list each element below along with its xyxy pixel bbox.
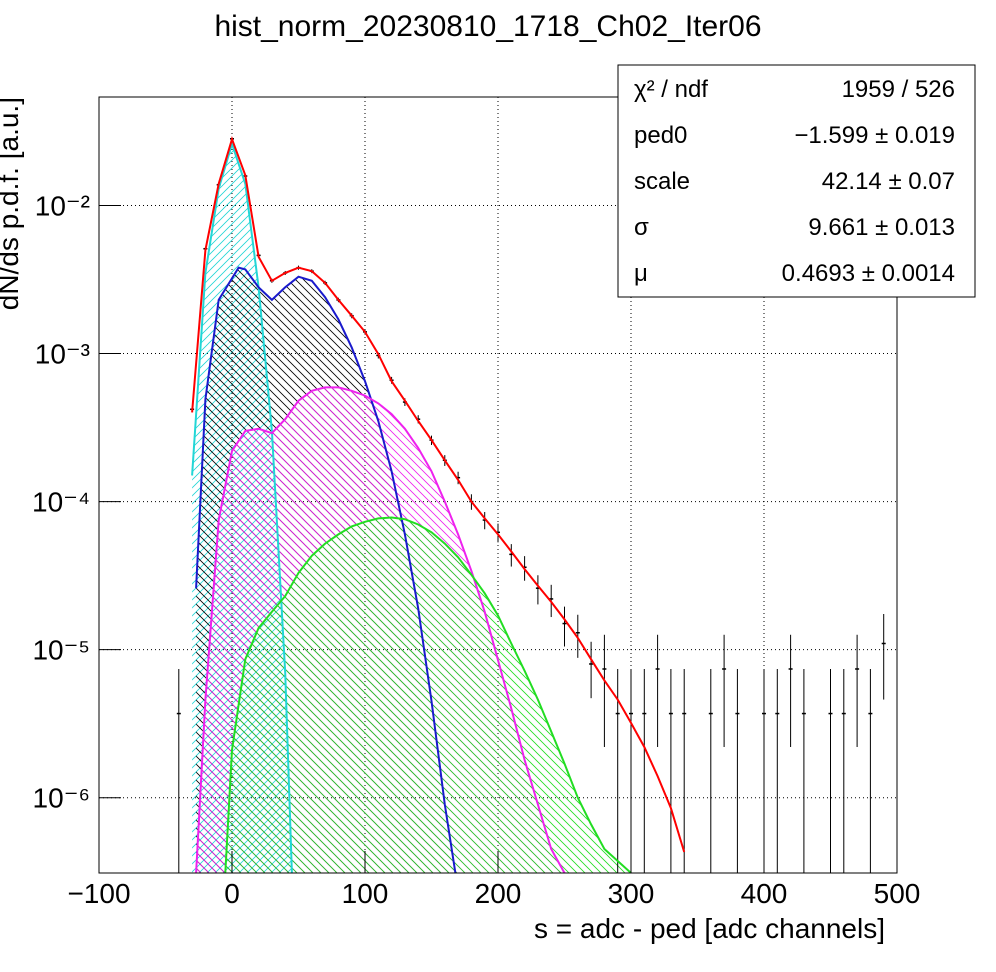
y-tick-label: 10⁻² — [35, 190, 90, 221]
stats-box: χ² / ndf 1959 / 526 ped0 −1.599 ± 0.019 scal… — [617, 64, 976, 298]
x-tick-label: 200 — [475, 878, 522, 909]
plot-area — [99, 97, 897, 873]
fit-curve — [195, 386, 566, 873]
stat-value: 42.14 ± 0.07 — [822, 168, 955, 195]
y-axis-label: dN/ds p.d.f. [a.u.] — [0, 97, 24, 310]
stat-name: ped0 — [634, 122, 687, 149]
x-tick-label: 0 — [224, 878, 240, 909]
stat-value: 1959 / 526 — [842, 76, 955, 103]
stat-value: 9.661 ± 0.013 — [808, 214, 955, 241]
y-tick-label: 10⁻³ — [35, 339, 90, 370]
plot-frame — [98, 96, 898, 874]
x-tick-label: 300 — [608, 878, 655, 909]
curve-fill — [225, 517, 632, 873]
y-tick-label: 10⁻⁴ — [32, 487, 90, 518]
chart-title: hist_norm_20230810_1718_Ch02_Iter06 — [214, 10, 761, 43]
x-axis-label: s = adc - ped [adc channels] — [534, 913, 885, 944]
stat-name: χ² / ndf — [634, 76, 708, 103]
x-tick-label: 100 — [342, 878, 389, 909]
y-tick-label: 10⁻⁵ — [32, 635, 90, 666]
stat-value: 0.4693 ± 0.0014 — [782, 260, 955, 287]
stats-frame — [617, 64, 976, 298]
fit-curve — [224, 516, 632, 873]
stat-name: μ — [634, 260, 648, 287]
stat-value: −1.599 ± 0.019 — [794, 122, 955, 149]
axes: −100 0 100 200 300 400 500 10⁻⁶ 10⁻⁵ 10⁻⁴ 10⁻³ 10⁻² — [32, 190, 920, 909]
y-tick-label: 10⁻⁶ — [33, 783, 90, 814]
fit-curve — [195, 266, 457, 873]
x-tick-label: 500 — [874, 878, 921, 909]
x-tick-label: −100 — [67, 878, 130, 909]
stat-name: σ — [634, 214, 649, 241]
x-tick-label: 400 — [741, 878, 788, 909]
fit-curve — [191, 136, 686, 853]
stat-name: scale — [634, 168, 690, 195]
fit-curve — [191, 140, 293, 873]
